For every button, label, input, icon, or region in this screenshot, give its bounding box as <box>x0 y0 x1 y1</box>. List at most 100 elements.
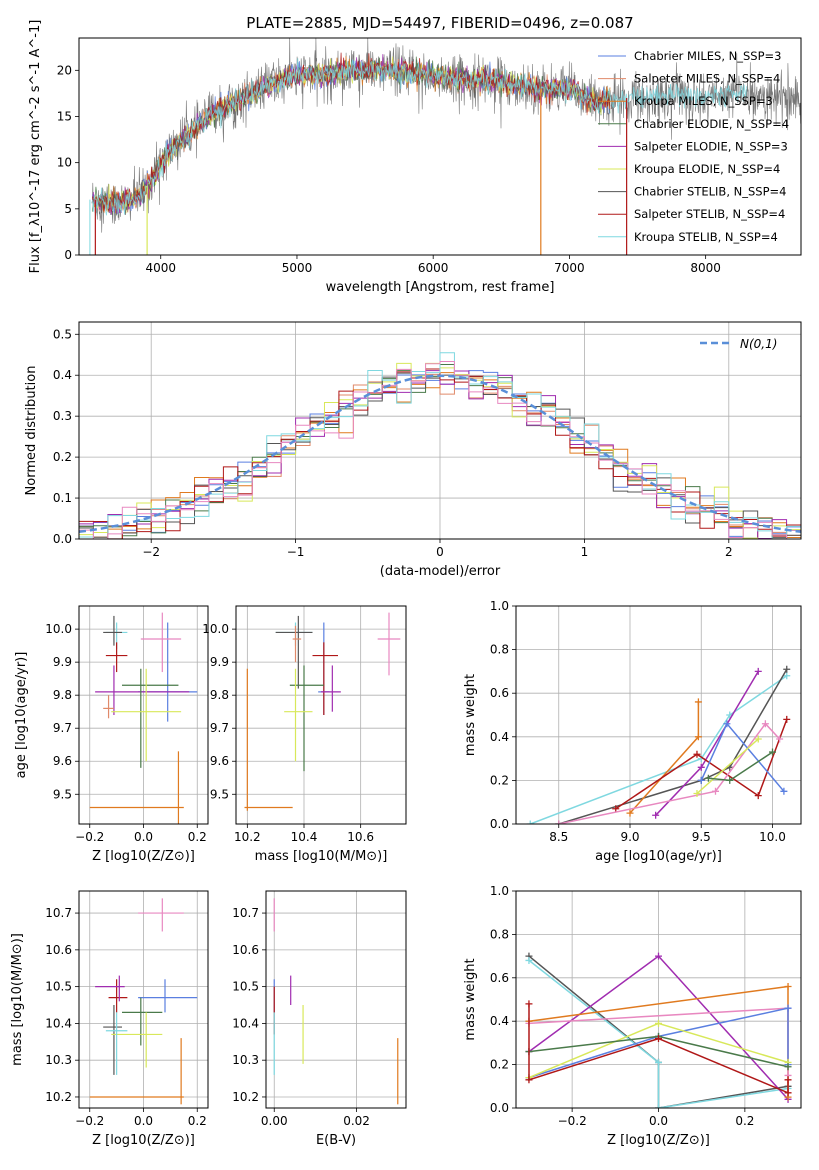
y-axis-label: mass weight <box>463 958 478 1040</box>
y-axis-label: Flux [f_λ10^-17 erg cm^-2 s^-1 A^-1] <box>28 20 43 274</box>
y-tick-label: 9.6 <box>53 754 72 768</box>
y-tick-label: 0.2 <box>53 450 72 464</box>
panel-age-vs-Z: −0.2 0.0 0.2 9.5 9.6 9.7 9.8 9.9 10.0 Z [log10(Z/… <box>14 605 209 864</box>
plot-area <box>273 898 399 1105</box>
weight-point-marker <box>726 776 734 784</box>
y-tick-label: 0.0 <box>53 532 72 546</box>
panel-weight-vs-age: 8.5 9.0 9.5 10.0 0.0 0.2 0.4 0.6 0.8 1.0 age [log1… <box>463 599 802 864</box>
x-tick-label: 10.4 <box>291 830 318 844</box>
weight-point-marker <box>697 776 705 784</box>
y-tick-label: 9.7 <box>210 721 229 735</box>
weight-point-marker <box>784 1004 792 1012</box>
x-axis-label: Z [log10(Z/Z⊙)] <box>92 1133 195 1148</box>
weight-point-marker <box>780 787 788 795</box>
plot-area <box>244 612 401 811</box>
x-tick-label: 10.0 <box>759 830 786 844</box>
weight-point-marker <box>694 733 702 741</box>
y-tick-label: 0.1 <box>53 491 72 505</box>
x-tick-label: 0.0 <box>134 830 153 844</box>
y-tick-label: 9.8 <box>210 688 229 702</box>
x-tick-label: 4000 <box>145 261 176 275</box>
panel-weight-vs-Z: −0.2 0.0 0.2 0.0 0.2 0.4 0.6 0.8 1.0 Z [log10(Z/Z… <box>463 884 802 1148</box>
weight-point-marker <box>525 956 533 964</box>
weight-point-marker <box>723 720 731 728</box>
x-tick-label: 0.00 <box>261 1114 288 1128</box>
y-tick-label: 0.0 <box>490 1101 509 1115</box>
panel-mass-vs-EBV: 0.00 0.02 10.2 10.3 10.4 10.5 10.6 10.7 E(B-V) <box>232 890 407 1148</box>
y-tick-label: 9.5 <box>53 787 72 801</box>
axes-frame <box>78 37 802 256</box>
weight-point-marker <box>784 1063 792 1071</box>
normal-curve <box>79 374 801 534</box>
x-tick-label: 5000 <box>282 261 313 275</box>
weight-series-line <box>530 675 788 824</box>
weight-point-marker <box>693 750 701 758</box>
weight-series-line <box>558 668 788 824</box>
y-axis-label: mass [log10(M/M⊙)] <box>10 933 25 1066</box>
legend-label: Kroupa ELODIE, N_SSP=4 <box>634 162 780 176</box>
weight-point-marker <box>655 1104 662 1108</box>
plot-area <box>89 38 801 255</box>
y-axis-label: mass weight <box>463 674 478 756</box>
x-tick-label: −0.2 <box>558 1114 587 1128</box>
y-tick-label: 9.9 <box>53 655 72 669</box>
x-tick-label: 0.2 <box>188 1114 207 1128</box>
y-tick-label: 0.6 <box>490 686 509 700</box>
weight-point-marker <box>754 792 762 800</box>
y-tick-label: 0.4 <box>490 730 509 744</box>
axes-frame <box>515 605 802 825</box>
y-tick-label: 0.8 <box>490 927 509 941</box>
y-tick-label: 20 <box>57 63 72 77</box>
y-tick-label: 10 <box>57 156 72 170</box>
weight-point-marker <box>761 720 769 728</box>
y-tick-label: 5 <box>64 202 72 216</box>
weight-point-marker <box>655 1035 662 1043</box>
weight-point-marker <box>783 665 791 673</box>
weight-point-marker <box>626 809 634 817</box>
y-tick-label: 10.4 <box>232 1016 259 1030</box>
panel-spectrum: 4000 5000 6000 7000 8000 0 5 10 15 20 wavelength [… <box>28 20 802 295</box>
legend-label: Chabrier MILES, N_SSP=3 <box>634 49 781 63</box>
axes-frame <box>78 890 209 1109</box>
x-tick-label: 8000 <box>690 261 721 275</box>
weight-point-marker <box>776 735 784 743</box>
y-tick-label: 9.6 <box>210 754 229 768</box>
panel-age-vs-mass: 10.2 10.4 10.6 9.5 9.6 9.7 9.8 9.9 10.0 mass [log… <box>202 605 407 864</box>
y-tick-label: 0.4 <box>53 368 72 382</box>
weight-point-marker <box>712 787 719 795</box>
plot-area <box>89 898 198 1105</box>
weight-point-marker <box>655 1058 662 1066</box>
x-axis-label: Z [log10(Z/Z⊙)] <box>607 1133 710 1148</box>
y-tick-label: 0.0 <box>490 817 509 831</box>
axes-frame <box>235 605 407 825</box>
legend-label: Salpeter ELODIE, N_SSP=3 <box>634 139 788 153</box>
y-tick-label: 10.5 <box>45 980 72 994</box>
x-tick-label: 0.0 <box>649 1114 668 1128</box>
weight-point-marker <box>693 789 701 797</box>
weight-series-line <box>700 722 785 792</box>
plot-area <box>526 665 791 824</box>
weight-point-marker <box>784 1076 792 1084</box>
y-tick-label: 0.5 <box>53 327 72 341</box>
legend-label: Chabrier STELIB, N_SSP=4 <box>634 185 786 199</box>
x-tick-label: −0.2 <box>75 1114 104 1128</box>
x-tick-label: −2 <box>142 545 160 559</box>
y-tick-label: 0.4 <box>490 1014 509 1028</box>
axes-frame <box>78 605 209 825</box>
weight-point-marker <box>697 763 705 771</box>
y-axis-label: Normed distribution <box>24 366 39 496</box>
y-tick-label: 10.3 <box>232 1053 259 1067</box>
x-tick-label: −0.2 <box>75 830 104 844</box>
weight-series-line <box>528 1007 789 1079</box>
plot-area <box>79 352 801 539</box>
legend-label: Chabrier ELODIE, N_SSP=4 <box>634 117 789 131</box>
weight-point-marker <box>694 698 702 706</box>
histogram-series <box>79 360 801 539</box>
x-tick-label: 0.0 <box>134 1114 153 1128</box>
weight-point-marker <box>655 952 662 960</box>
plot-area <box>89 612 198 824</box>
weight-series-line <box>558 722 781 824</box>
x-axis-label: E(B-V) <box>316 1133 356 1148</box>
